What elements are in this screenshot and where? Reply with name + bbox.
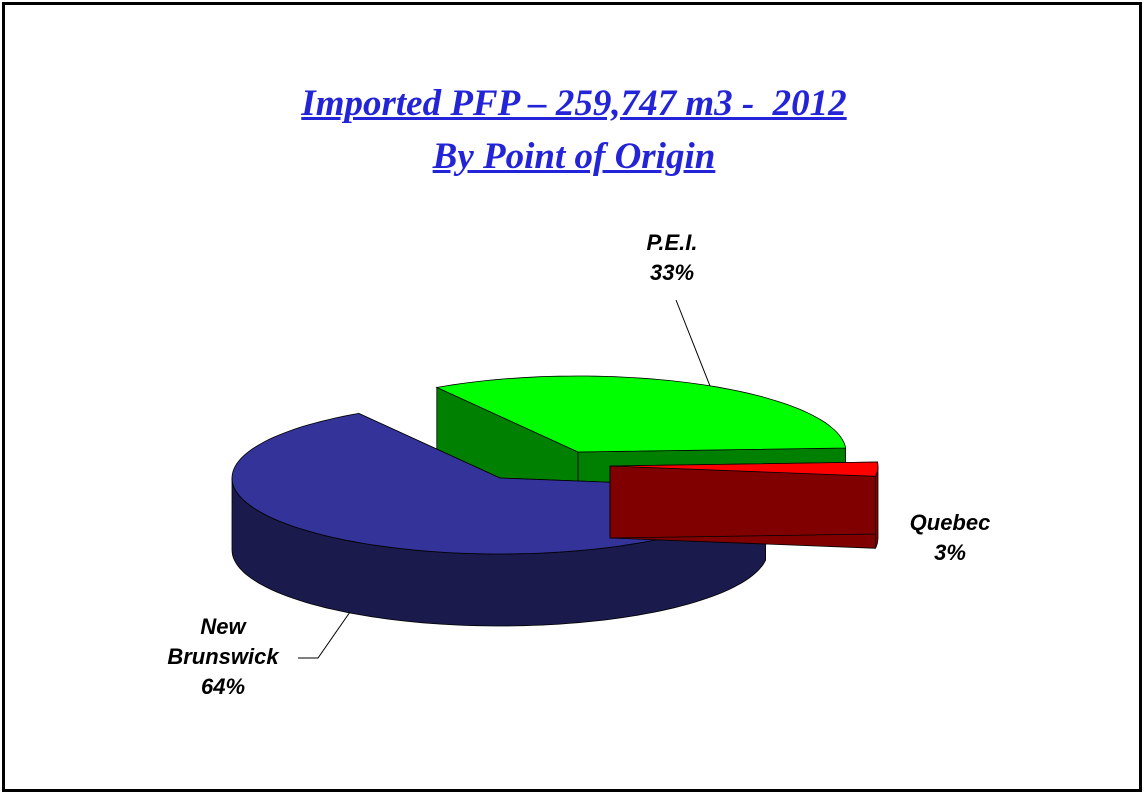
leader-line — [675, 299, 711, 387]
category-label: Quebec — [909, 510, 991, 535]
slice-top — [435, 375, 847, 453]
value-label: 64% — [200, 674, 246, 699]
slice-top — [609, 461, 879, 477]
category-label: P.E.I. — [646, 230, 698, 255]
category-label: New Brunswick — [167, 614, 279, 669]
chart-subtitle: By Point of Origin — [432, 136, 716, 177]
slice-label: P.E.I. 33% — [612, 228, 732, 288]
chart-title: Imported PFP – 259,747 m3 - 2012 — [301, 83, 847, 124]
chart — [231, 299, 879, 659]
slice-label: New Brunswick 64% — [148, 612, 298, 702]
value-label: 3% — [934, 540, 966, 565]
pie-slice — [609, 461, 879, 549]
slice-label: Quebec 3% — [895, 508, 1005, 568]
leader-line — [298, 611, 351, 659]
slice-side — [875, 465, 879, 549]
value-label: 33% — [649, 260, 695, 285]
